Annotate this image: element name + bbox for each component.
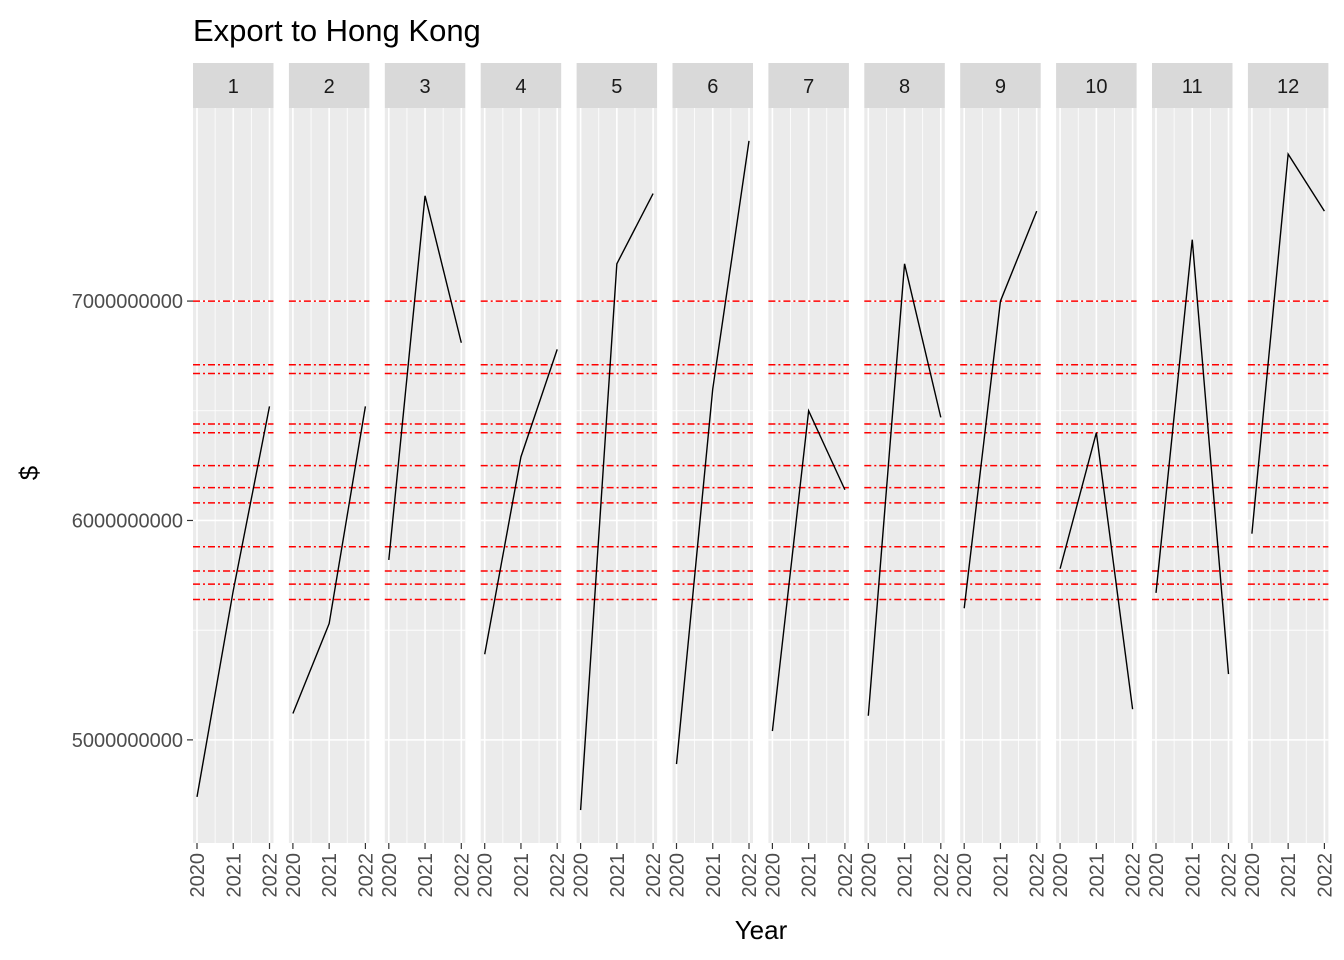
- x-tick-label: 2022: [1027, 853, 1049, 898]
- facet-strip-label: 7: [803, 76, 814, 98]
- x-tick-label: 2021: [799, 853, 821, 898]
- facet-panel-9: 9 2020 2021 2022: [954, 63, 1049, 898]
- facet-panel-3: 3 2020 2021 2022: [379, 63, 473, 898]
- x-tick-label: 2021: [703, 853, 725, 898]
- x-tick-label: 2022: [547, 853, 569, 898]
- x-tick-label: 2020: [1050, 853, 1072, 898]
- x-tick-label: 2022: [451, 853, 473, 898]
- series-line-8: [867, 263, 942, 716]
- x-tick-label: 2021: [319, 853, 341, 898]
- facet-strip-label: 1: [228, 76, 239, 98]
- series-line-6: [675, 140, 750, 765]
- chart-title: Export to Hong Kong: [193, 13, 481, 48]
- x-tick-label: 2021: [223, 853, 245, 898]
- y-axis: 5000000000 6000000000 7000000000: [72, 291, 193, 752]
- series-line-5: [579, 193, 654, 811]
- series-line-1: [196, 406, 271, 798]
- x-tick-label: 2020: [954, 853, 976, 898]
- series-line-2: [292, 406, 367, 714]
- facet-panel-7: 7 2020 2021 2022: [762, 63, 857, 898]
- x-tick-label: 2021: [511, 853, 533, 898]
- x-tick-label: 2020: [1146, 853, 1168, 898]
- y-tick-label: 7000000000: [72, 291, 183, 313]
- facet-strip: [672, 63, 753, 108]
- facet-panel-6: 6 2020 2021 2022: [667, 63, 761, 898]
- x-tick-label: 2022: [739, 853, 761, 898]
- facet-panel-11: 11 2020 2021 2022: [1146, 63, 1241, 898]
- facet-strip: [576, 63, 658, 108]
- facet-strip-label: 5: [611, 76, 622, 98]
- facet-strip: [384, 63, 466, 108]
- series-line-4: [484, 349, 558, 655]
- facet-strip-label: 6: [707, 76, 718, 98]
- facet-strip-label: 10: [1085, 76, 1107, 98]
- x-tick-label: 2020: [283, 853, 305, 898]
- x-tick-label: 2020: [667, 853, 689, 898]
- series-line-9: [963, 210, 1038, 609]
- x-tick-label: 2021: [895, 853, 917, 898]
- facet-strip: [1152, 63, 1233, 108]
- x-tick-label: 2022: [835, 853, 857, 898]
- x-tick-label: 2021: [607, 853, 629, 898]
- facet-strip: [864, 63, 945, 108]
- facet-strip-label: 9: [995, 76, 1006, 98]
- series-line-12: [1251, 151, 1325, 534]
- facet-panel-1: 1 2020 2021 2022: [187, 63, 282, 898]
- x-tick-label: 2021: [1182, 853, 1204, 898]
- facet-strip: [288, 63, 370, 108]
- facet-strip: [1247, 63, 1329, 108]
- x-tick-label: 2022: [643, 853, 665, 898]
- x-tick-label: 2021: [1278, 853, 1300, 898]
- x-tick-label: 2022: [260, 853, 282, 898]
- x-tick-label: 2021: [1086, 853, 1108, 898]
- facet-strip: [193, 63, 274, 108]
- series-line-10: [1059, 432, 1134, 710]
- facet-panel-4: 4 2020 2021 2022: [475, 63, 569, 898]
- facet-strip-label: 11: [1182, 76, 1203, 98]
- x-tick-label: 2020: [858, 853, 880, 898]
- facet-panel-5: 5 2020 2021 2022: [571, 63, 665, 898]
- x-axis-title: Year: [735, 915, 788, 945]
- x-tick-label: 2020: [187, 853, 209, 898]
- x-tick-label: 2022: [931, 853, 953, 898]
- facet-strip: [768, 63, 849, 108]
- facet-panel-12: 12 2020 2021 2022: [1242, 63, 1336, 898]
- y-tick-label: 5000000000: [72, 730, 183, 752]
- facet-strip-label: 3: [419, 76, 430, 98]
- facet-strip: [1056, 63, 1137, 108]
- x-tick-label: 2022: [1123, 853, 1145, 898]
- x-tick-label: 2022: [1219, 853, 1241, 898]
- y-tick-label: 6000000000: [72, 510, 183, 532]
- facet-strip-label: 8: [899, 76, 910, 98]
- facet-strip-label: 2: [324, 76, 335, 98]
- facet-strip: [960, 63, 1041, 108]
- series-line-3: [388, 195, 462, 561]
- x-tick-label: 2022: [1314, 853, 1336, 898]
- y-axis-title: $: [14, 465, 44, 480]
- facet-panel-10: 10 2020 2021 2022: [1050, 63, 1145, 898]
- x-tick-label: 2021: [990, 853, 1012, 898]
- x-tick-label: 2020: [762, 853, 784, 898]
- facet-strip-label: 12: [1277, 76, 1299, 98]
- x-tick-label: 2020: [475, 853, 497, 898]
- facet-strip: [480, 63, 562, 108]
- facet-panel-2: 2 2020 2021 2022: [283, 63, 377, 898]
- facet-strip-label: 4: [515, 76, 526, 98]
- series-line-11: [1155, 239, 1230, 675]
- x-tick-label: 2020: [1242, 853, 1264, 898]
- series-line-7: [771, 408, 846, 732]
- facet-panel-8: 8 2020 2021 2022: [858, 63, 953, 898]
- x-tick-label: 2020: [379, 853, 401, 898]
- x-tick-label: 2022: [355, 853, 377, 898]
- x-tick-label: 2020: [571, 853, 593, 898]
- x-tick-label: 2021: [415, 853, 437, 898]
